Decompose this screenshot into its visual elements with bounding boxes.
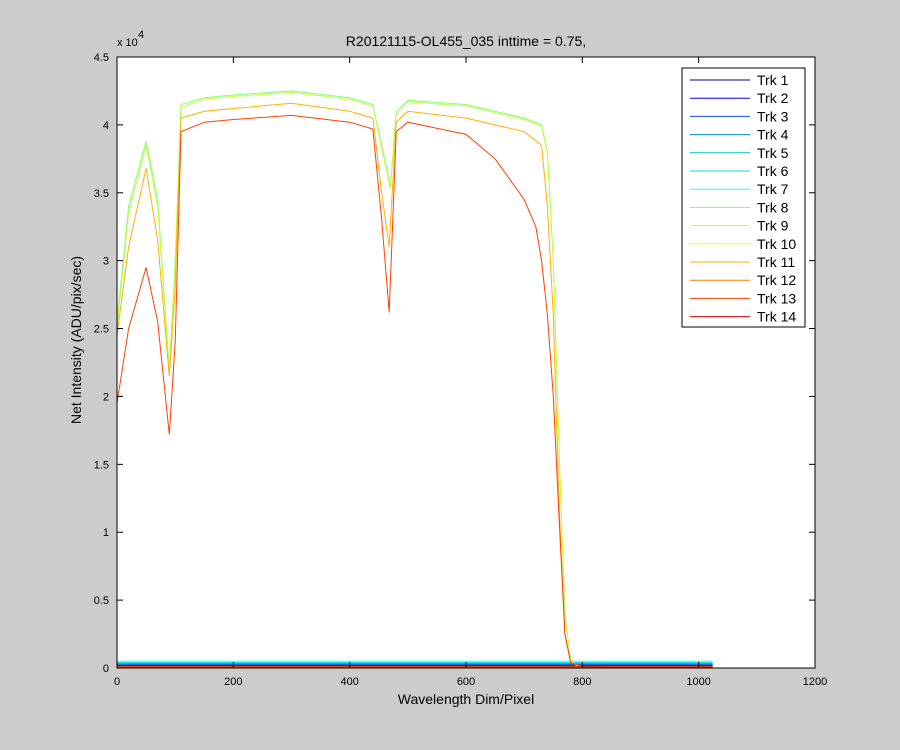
y-tick-label: 1.5	[94, 459, 109, 471]
legend: Trk 1 Trk 2 Trk 3 Trk 4 Trk 5 Trk 6 Trk 7 Trk 8…	[681, 67, 806, 328]
legend-label: Trk 8	[757, 199, 789, 215]
legend-label: Trk 3	[757, 108, 789, 124]
y-tick-label: 4.5	[94, 52, 109, 64]
legend-label: Trk 12	[757, 272, 796, 288]
legend-label: Trk 9	[757, 218, 789, 234]
ticks-layer: 0 200 400 600 800 1000 1200 0 0.5 1 1.5 2 2.5 3 3.5 4 4.…	[94, 52, 828, 688]
y-tick-label: 3	[103, 256, 109, 268]
y-tick-label: 1	[103, 527, 109, 539]
legend-label: Trk 13	[757, 290, 796, 306]
y-tick-label: 0.5	[94, 595, 109, 607]
legend-label: Trk 1	[757, 72, 789, 88]
legend-box	[681, 67, 806, 328]
x-tick-label: 400	[340, 676, 358, 688]
series-layer	[116, 90, 713, 668]
y-tick-label: 2	[103, 391, 109, 403]
legend-label: Trk 7	[757, 181, 789, 197]
x-tick-label: 0	[114, 676, 120, 688]
legend-label: Trk 4	[757, 127, 789, 143]
y-tick-label: 0	[103, 663, 109, 675]
legend-label: Trk 10	[757, 236, 796, 252]
y-tick-label: 2.5	[94, 324, 109, 336]
x-tick-label: 1000	[686, 676, 710, 688]
legend-label: Trk 5	[757, 145, 789, 161]
x-tick-label: 1200	[803, 676, 827, 688]
x-axis-label: Wavelength Dim/Pixel	[398, 691, 534, 707]
x-tick-label: 800	[573, 676, 591, 688]
y-axis-label: Net Intensity (ADU/pix/sec)	[68, 256, 84, 424]
y-tick-label: 4	[103, 120, 109, 132]
y-exponent-base: x 10	[117, 37, 138, 49]
series-line-trk-13	[116, 114, 713, 668]
x-tick-label: 600	[457, 676, 475, 688]
series-line-trk-9	[116, 91, 713, 668]
y-tick-label: 3.5	[94, 188, 109, 200]
legend-label: Trk 2	[757, 90, 789, 106]
x-tick-label: 200	[224, 676, 242, 688]
legend-label: Trk 6	[757, 163, 789, 179]
chart-title: R20121115-OL455_035 inttime = 0.75,	[346, 33, 586, 49]
legend-label: Trk 11	[757, 254, 795, 270]
y-exponent-power: 4	[138, 29, 144, 41]
legend-items: Trk 1 Trk 2 Trk 3 Trk 4 Trk 5 Trk 6 Trk 7 Trk 8…	[690, 72, 796, 325]
legend-label: Trk 14	[757, 309, 796, 325]
